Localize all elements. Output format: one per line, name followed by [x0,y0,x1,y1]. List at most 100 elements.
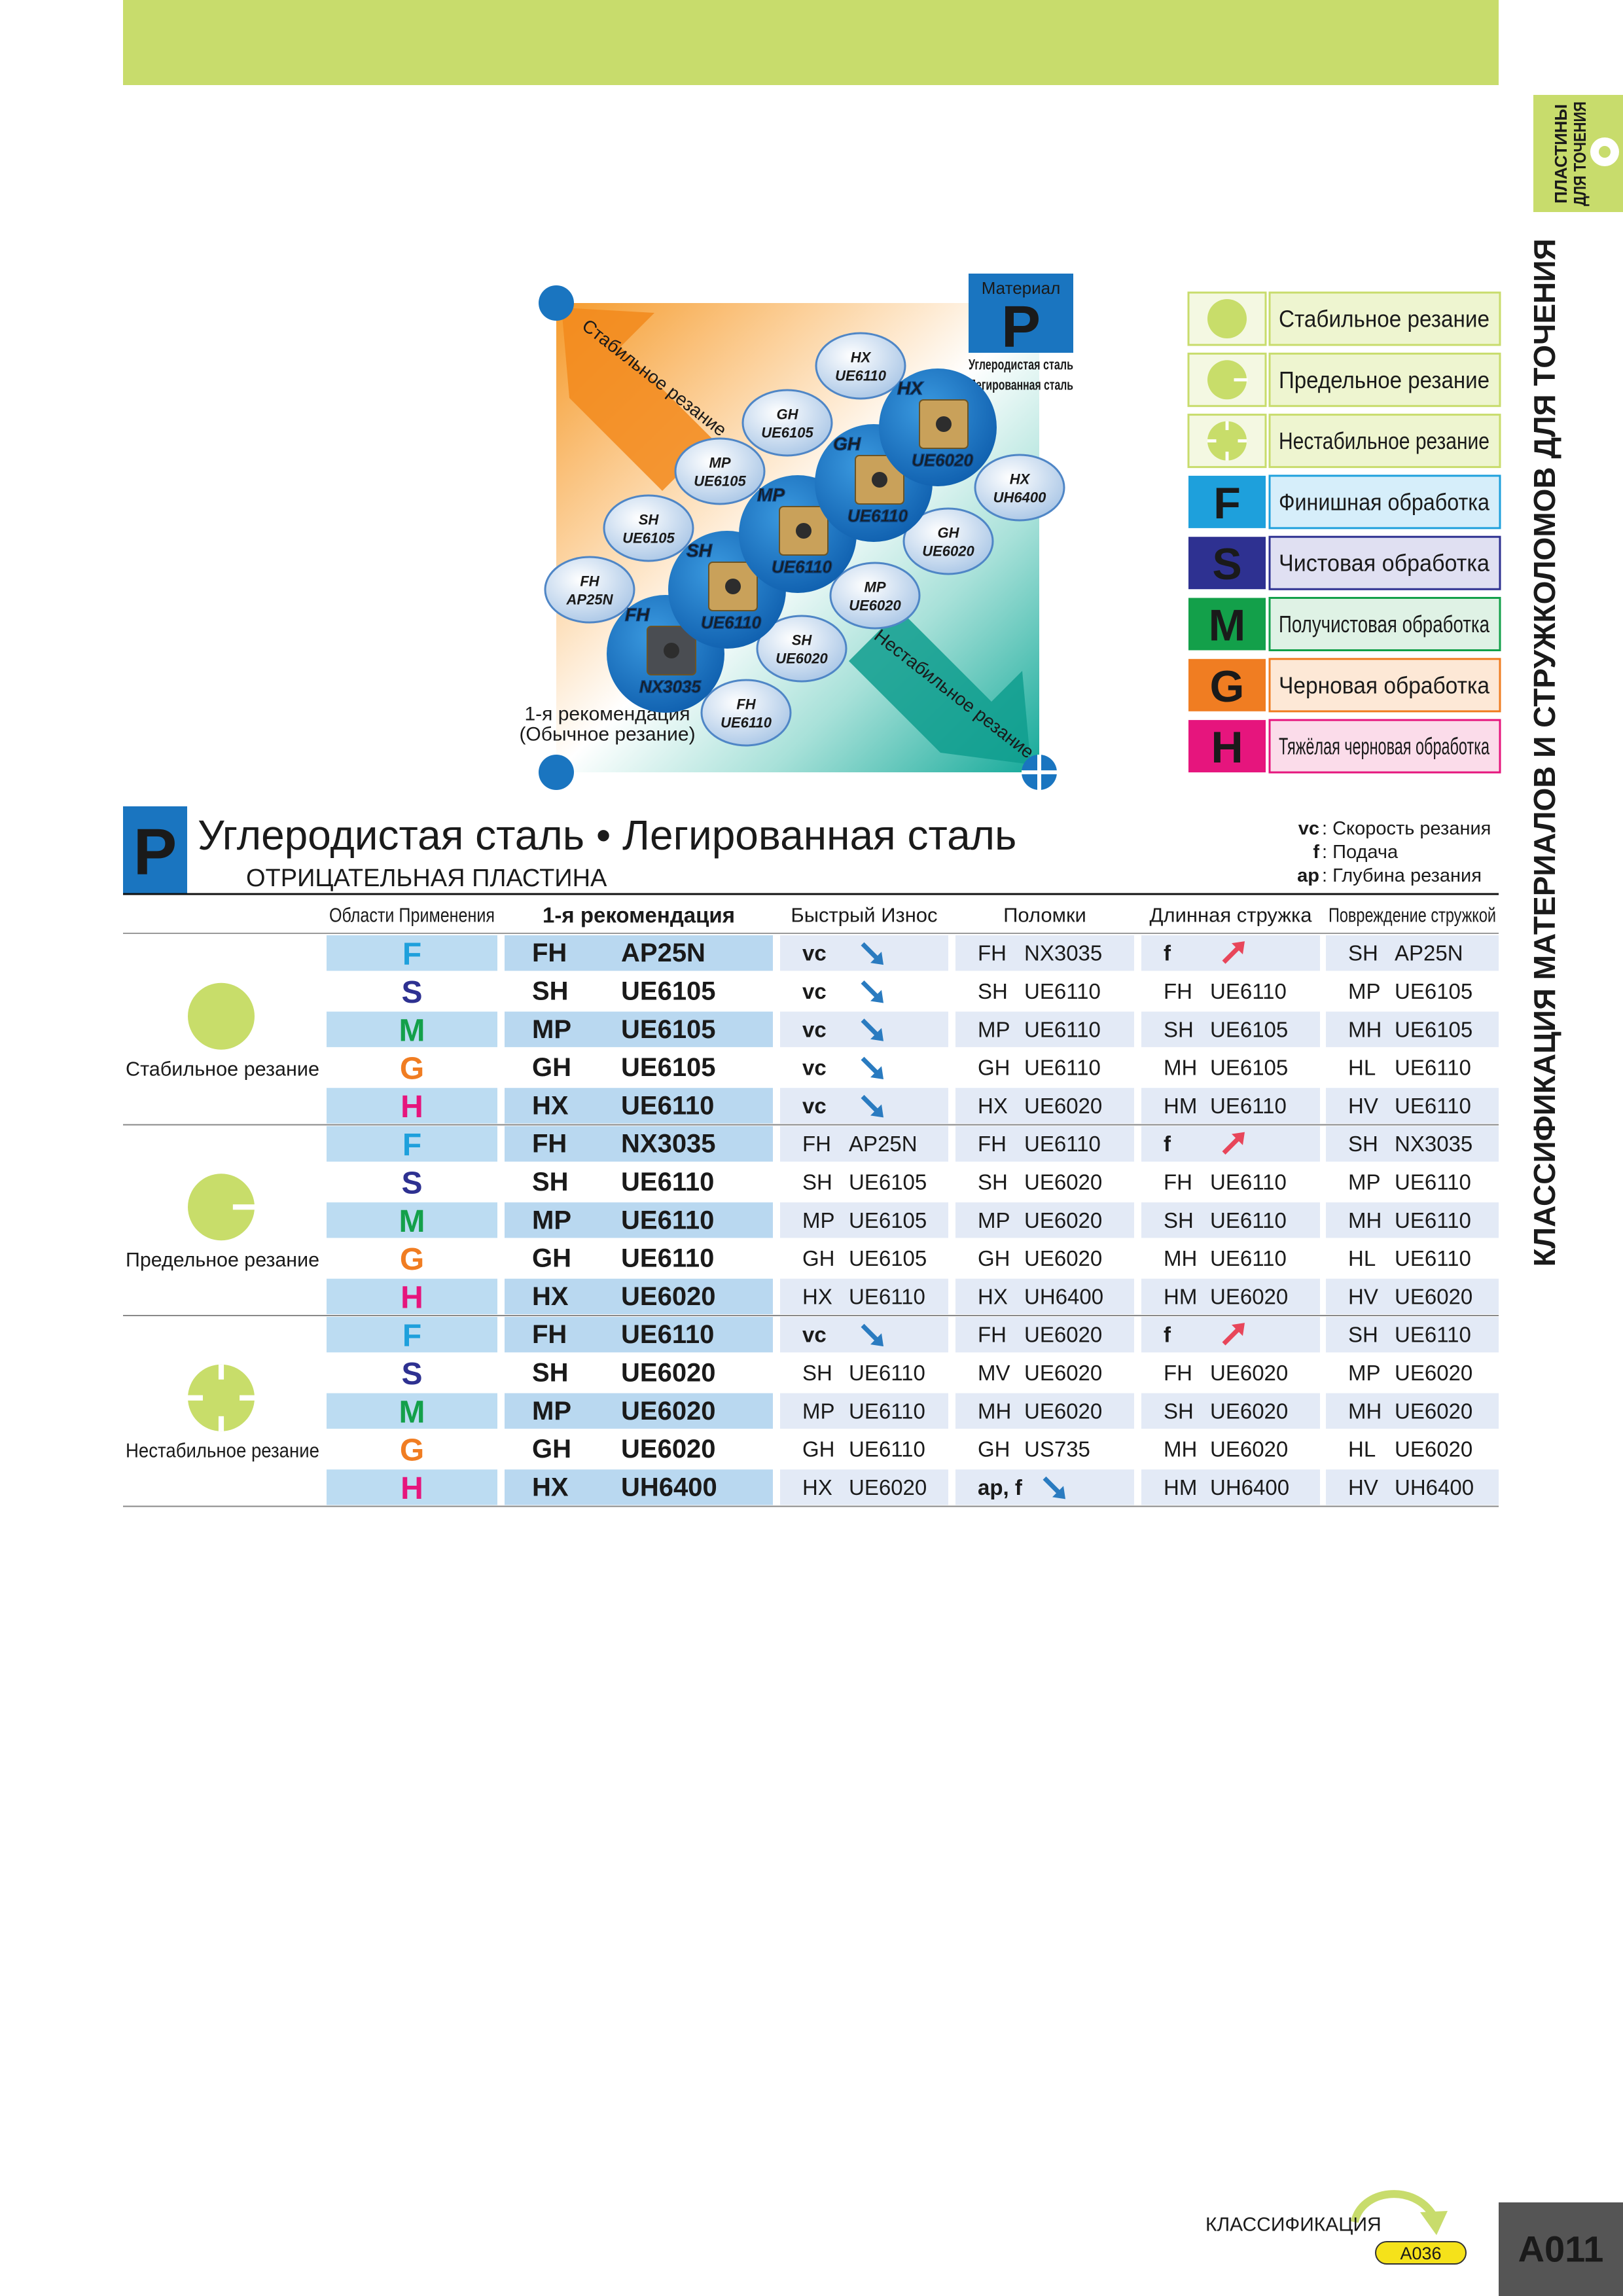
main-insert-code: HX [897,378,924,399]
abbreviation-key: vc [1298,818,1319,839]
legend-label-box [1268,475,1501,529]
alternative-grade: UH6400 [1210,1475,1289,1499]
section-subtitle: ОТРИЦАТЕЛЬНАЯ ПЛАСТИНА [246,865,607,892]
recommended-grade: UE6110 [621,1320,714,1349]
row-band [505,1088,773,1124]
alternative-code: SH [792,632,813,649]
alternative-grade: UE6110 [1395,1323,1471,1347]
alternative-code: MH [1164,1437,1197,1462]
cell-band [1141,1088,1320,1124]
condition-icon-notch [232,1204,257,1210]
main-insert-grade: UE6110 [847,506,908,526]
axis-dot-cross [1037,755,1041,790]
recommended-code: MP [532,1397,571,1426]
section-title: Углеродистая сталь • Легированная сталь [198,812,1016,859]
footer-reference: A036 [1400,2244,1441,2263]
recommended-grade: UE6020 [621,1435,716,1463]
footer-label: КЛАССИФИКАЦИЯ [1205,2214,1382,2236]
legend-letter-box [1188,537,1266,590]
condition-icon-notch [1234,378,1248,382]
condition-icon-cut [1238,439,1247,442]
insert-hole [936,416,952,432]
origin-label: (Обычное резание) [519,724,695,745]
alternative-code: SH [978,979,1008,1003]
alternative-code: HL [1348,1056,1376,1080]
cell-band [955,1240,1134,1276]
table-header: Поломки [1003,904,1086,927]
section-letter: P [134,816,177,889]
condition-icon [188,982,255,1050]
alternative-code: HX [802,1475,832,1499]
row-band [327,935,497,971]
cell-band [1326,935,1499,971]
alternative-grade: UE6105 [1395,1017,1472,1041]
trend-arrow [1222,946,1240,964]
condition-parameter: f [1164,941,1171,965]
legend-label-box [1268,658,1501,713]
alternative-bubble [700,679,792,747]
alternative-grade: NX3035 [1024,941,1102,965]
alternative-grade: UE6020 [849,1475,927,1499]
condition-parameter: vc [802,979,827,1003]
table-header: 1-я рекомендация [543,903,735,927]
cell-band [1141,973,1320,1009]
row-band [505,1469,773,1505]
cell-band [1326,1202,1499,1238]
side-title: КЛАССИФИКАЦИЯ МАТЕРИАЛОВ И СТРУЖКОЛОМОВ … [1527,239,1561,1267]
row-band [505,1126,773,1162]
cell-band [1141,1469,1320,1505]
legend-letter-box [1188,720,1266,773]
alternative-grade: AP25N [849,1132,918,1156]
cell-band [955,1049,1134,1086]
footer-arrow [1351,2190,1437,2223]
cell-band [955,1202,1134,1238]
row-band [505,1011,773,1047]
alternative-code: HL [1348,1246,1376,1270]
condition-icon-cut [218,1364,224,1380]
trend-arrow-head [870,1104,883,1118]
alternative-grade: UH6400 [1395,1475,1474,1499]
alternative-grade: UE6020 [1024,1361,1102,1385]
stable-arrow [562,308,713,491]
operation-letter: G [400,1242,424,1277]
cell-band [780,973,948,1009]
legend-letter-box [1188,598,1266,651]
recommended-grade: UE6110 [621,1091,714,1120]
trend-arrow [1222,1327,1240,1346]
unstable-arrow [849,610,1031,764]
alternative-code: MP [1348,1170,1381,1194]
cell-band [780,1278,948,1314]
alternative-code: SH [639,512,660,528]
trend-arrow-head [1232,1132,1245,1145]
cell-band [780,1317,948,1353]
cell-band [1326,1469,1499,1505]
cell-band [955,1469,1134,1505]
alternative-code: FH [1164,1170,1192,1194]
cell-band [955,1431,1134,1467]
alternative-grade: UE6020 [1024,1323,1102,1347]
legend-letter: H [1211,723,1243,772]
alternative-grade: UE6110 [1395,1170,1471,1194]
alternative-code: SH [1164,1208,1194,1232]
abbreviation-text: : Скорость резания [1322,818,1491,839]
cell-band [1141,1011,1320,1047]
condition-icon-cut [1207,439,1217,442]
condition-label: Предельное резание [126,1248,319,1271]
condition-icon-cut [1225,421,1229,431]
alternative-code: HL [1348,1437,1376,1462]
axis-dot [539,285,574,321]
cell-band [1326,1431,1499,1467]
alternative-grade: UE6110 [1395,1094,1471,1118]
legend-letter: S [1212,539,1241,589]
trend-arrow [1222,1137,1240,1155]
alternative-code: FH [1164,1361,1192,1385]
recommended-code: SH [532,977,569,1005]
legend-label-box [1268,291,1501,346]
alternative-code: HX [1010,471,1031,488]
alternative-grade: UE6020 [1024,1399,1102,1423]
alternative-grade: UE6020 [1395,1437,1472,1462]
cell-band [1141,1202,1320,1238]
recommended-code: HX [532,1091,569,1120]
condition-label: Нестабильное резание [126,1439,319,1462]
alternative-code: HX [978,1284,1008,1308]
